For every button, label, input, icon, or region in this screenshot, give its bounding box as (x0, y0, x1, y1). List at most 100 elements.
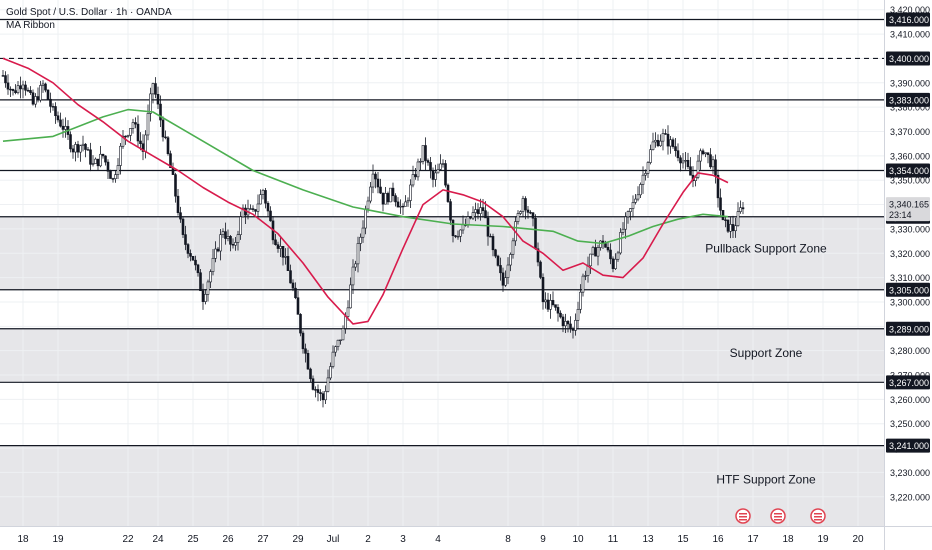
candle-body (456, 235, 460, 238)
candle-body (186, 244, 190, 254)
candle-body (619, 232, 622, 254)
level-price-tag (886, 51, 930, 66)
candle-body (64, 126, 67, 130)
candle-body (506, 264, 510, 278)
candle-body (656, 139, 660, 147)
candle-body (241, 207, 245, 218)
time-tick-label: 16 (712, 534, 724, 545)
candle-body (454, 235, 457, 237)
candles-group (1, 70, 745, 408)
candle-body (324, 391, 327, 401)
candle-body (741, 207, 745, 210)
level-price-tag-text: 3,383.000 (889, 95, 929, 105)
candle-body (354, 263, 357, 268)
candle-body (584, 275, 587, 277)
candle-body (524, 198, 527, 211)
price-tick-label: 3,370.000 (890, 127, 930, 137)
candle-body (24, 84, 27, 91)
candle-body (139, 140, 142, 144)
candle-body (91, 163, 95, 165)
candle-body (74, 144, 77, 153)
price-tick-label: 3,220.000 (890, 492, 930, 502)
candle-body (234, 242, 237, 246)
candle-body (701, 150, 705, 155)
candle-body (639, 184, 642, 196)
candle-body (369, 186, 372, 202)
candle-body (649, 149, 652, 163)
candle-body (11, 89, 15, 91)
candle-body (399, 205, 402, 208)
candle-body (351, 266, 355, 286)
candle-body (709, 154, 712, 168)
candle-body (294, 287, 297, 299)
price-tick-label: 3,300.000 (890, 297, 930, 307)
event-icon-stripe (814, 519, 822, 521)
candle-body (51, 106, 55, 108)
candle-body (436, 169, 440, 174)
candle-body (96, 158, 100, 167)
time-tick-label: 20 (852, 534, 864, 545)
time-tick-label: 25 (187, 534, 199, 545)
level-price-tag-text: 3,305.000 (889, 285, 929, 295)
candle-body (511, 240, 515, 255)
candle-body (419, 161, 422, 163)
candle-body (719, 197, 722, 211)
time-tick-label: 15 (677, 534, 689, 545)
candle-body (249, 208, 252, 210)
level-price-tag-text: 3,400.000 (889, 54, 929, 64)
level-price-tag (886, 438, 930, 453)
price-axis-background (884, 0, 932, 550)
candle-body (604, 243, 607, 248)
legend-title-row: Gold Spot / U.S. Dollar · 1h · OANDA (6, 6, 172, 19)
candle-body (229, 236, 232, 245)
candle-body (326, 377, 330, 392)
candle-body (341, 328, 345, 341)
candle-body (716, 174, 720, 199)
event-icon-stripe (739, 513, 747, 515)
price-tick-label: 3,250.000 (890, 419, 930, 429)
candle-body (184, 234, 187, 245)
candle-body (726, 219, 730, 232)
price-tick-label: 3,390.000 (890, 78, 930, 88)
event-icon-stripe (774, 519, 782, 521)
candle-body (136, 123, 140, 142)
candle-body (166, 137, 170, 154)
candle-body (161, 119, 165, 138)
legend-sep-2: · (127, 7, 137, 18)
candle-body (109, 171, 112, 179)
candle-body (544, 299, 547, 303)
legend-source: OANDA (136, 7, 172, 18)
candle-body (404, 201, 407, 207)
candle-body (181, 218, 185, 235)
time-tick-label: 18 (782, 534, 794, 545)
candle-body (314, 389, 317, 391)
candle-body (276, 244, 280, 249)
candle-body (174, 174, 177, 197)
candle-body (54, 106, 57, 117)
time-tick-label: 17 (747, 534, 759, 545)
candle-body (124, 135, 127, 138)
candle-body (216, 248, 220, 252)
candle-body (501, 272, 505, 286)
candle-body (49, 98, 52, 107)
candle-body (591, 247, 595, 255)
candle-body (316, 389, 320, 393)
candle-body (721, 210, 725, 221)
candle-body (301, 332, 305, 350)
candle-body (541, 277, 545, 303)
candle-body (366, 200, 370, 210)
candle-body (504, 277, 507, 286)
support-zone-band (0, 328, 884, 383)
candle-body (274, 239, 277, 245)
candle-body (574, 320, 577, 331)
candle-body (686, 159, 690, 168)
price-tick-label: 3,230.000 (890, 468, 930, 478)
candle-body (106, 161, 110, 172)
candle-body (634, 198, 637, 203)
candle-body (426, 160, 430, 163)
candle-body (306, 353, 310, 370)
candle-body (469, 216, 472, 219)
candle-body (589, 253, 592, 267)
